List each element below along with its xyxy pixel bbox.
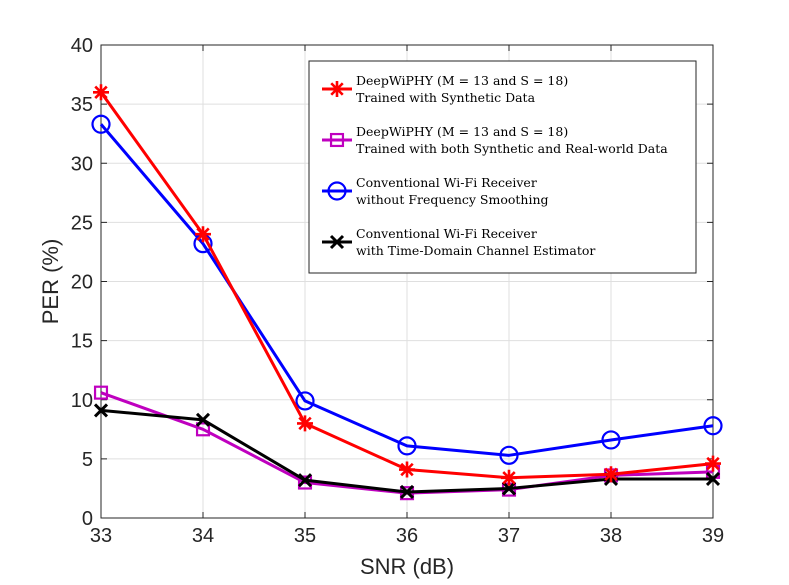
legend-entry: DeepWiPHY (M = 13 and S = 18) Trained wit…: [322, 73, 568, 105]
series-line: [99, 123, 714, 457]
y-tick-label: 30: [71, 153, 93, 175]
data-point-square: [297, 475, 313, 490]
legend: DeepWiPHY (M = 13 and S = 18) Trained wit…: [308, 60, 697, 274]
legend-box: [308, 60, 697, 274]
y-tick-label: 40: [71, 35, 93, 57]
data-point-asterisk: [93, 84, 109, 101]
legend-label-line1: DeepWiPHY (M = 13 and S = 18): [356, 73, 568, 88]
legend-label-line1: Conventional Wi-Fi Receiver: [356, 226, 537, 241]
y-tick-label: 5: [82, 449, 93, 471]
y-tick-label: 20: [71, 272, 93, 294]
x-tick-label: 37: [498, 525, 520, 547]
data-point-asterisk: [603, 466, 619, 483]
y-tick-label: 25: [71, 212, 93, 234]
x-tick-label: 39: [702, 525, 724, 547]
legend-label-line1: Conventional Wi-Fi Receiver: [356, 175, 537, 190]
legend-entry: DeepWiPHY (M = 13 and S = 18) Trained wit…: [322, 124, 668, 156]
data-point-asterisk: [195, 226, 211, 243]
x-axis-ticks: 33 34 35 36 37 38 39: [90, 45, 724, 547]
legend-label-line2: Trained with both Synthetic and Real-wor…: [356, 141, 668, 156]
x-tick-label: 33: [90, 525, 112, 547]
legend-entry: Conventional Wi-Fi Receiver with Time-Dom…: [322, 226, 595, 258]
legend-label-line2: without Frequency Smoothing: [356, 192, 549, 207]
legend-marker: [329, 81, 345, 97]
data-point-circle: [601, 430, 621, 450]
data-point-circle: [397, 436, 417, 456]
data-point-circle: [295, 391, 315, 411]
data-point-circle: [91, 114, 111, 134]
y-axis-ticks: 0 5 10 15 20 25 30 35 40: [71, 35, 713, 530]
x-tick-label: 34: [192, 525, 214, 547]
data-point-asterisk: [399, 461, 415, 478]
x-tick-label: 36: [396, 525, 418, 547]
series-asterisk: [93, 84, 721, 486]
legend-label-line2: with Time-Domain Channel Estimator: [356, 243, 595, 258]
y-tick-label: 35: [71, 94, 93, 116]
x-tick-label: 35: [294, 525, 316, 547]
data-point-asterisk: [705, 455, 721, 472]
data-point-x: [195, 412, 211, 427]
legend-label-line2: Trained with Synthetic Data: [356, 90, 536, 105]
series-group: [91, 84, 723, 501]
legend-entry: Conventional Wi-Fi Receiver without Frequ…: [322, 175, 549, 207]
y-tick-label: 15: [71, 331, 93, 353]
legend-marker: [329, 234, 345, 250]
x-axis-title: SNR (dB): [360, 554, 454, 579]
y-axis-title: PER (%): [38, 239, 63, 325]
data-point-square: [195, 422, 211, 437]
data-point-circle: [703, 416, 723, 436]
legend-marker: [329, 132, 345, 148]
data-point-x: [297, 473, 313, 488]
data-point-asterisk: [297, 415, 313, 432]
data-point-circle: [499, 445, 519, 465]
data-point-x: [399, 484, 415, 500]
legend-label-line1: DeepWiPHY (M = 13 and S = 18): [356, 124, 568, 139]
data-point-x: [93, 403, 109, 418]
legend-marker: [327, 181, 347, 201]
y-tick-label: 10: [71, 390, 93, 412]
x-tick-label: 38: [600, 525, 622, 547]
data-point-x: [501, 481, 517, 496]
series-circle: [91, 114, 723, 465]
y-tick-label: 0: [82, 508, 93, 530]
data-point-asterisk: [501, 469, 517, 486]
data-point-square: [93, 385, 109, 400]
data-point-x: [705, 471, 721, 487]
